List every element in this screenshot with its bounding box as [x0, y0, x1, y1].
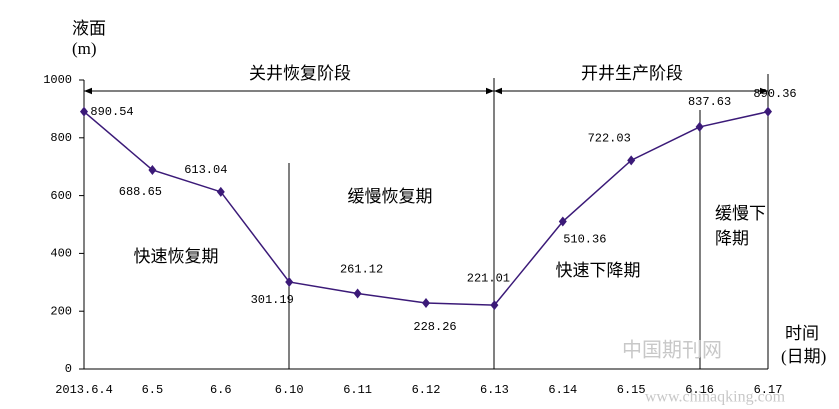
data-point: [490, 300, 499, 311]
data-label: 688.65: [119, 185, 162, 199]
data-point: [422, 298, 430, 309]
period-label: 降期: [715, 229, 749, 248]
data-point: [148, 164, 157, 175]
x-tick-label: 6.13: [480, 383, 509, 397]
data-label: 261.12: [340, 263, 383, 277]
stage-label: 开井生产阶段: [581, 64, 683, 83]
data-label: 301.19: [251, 293, 294, 307]
data-label: 510.36: [563, 233, 606, 247]
stage-label: 关井恢复阶段: [249, 64, 351, 83]
y-axis-label: 液面: [72, 19, 106, 38]
y-tick-label: 1000: [43, 73, 72, 87]
x-axis-label: 时间: [785, 324, 819, 343]
y-tick-label: 800: [50, 131, 72, 145]
x-tick-label: 6.11: [343, 383, 372, 397]
data-line: [83, 110, 769, 306]
data-label: 221.01: [467, 271, 510, 285]
y-axis-label: (m): [72, 39, 97, 58]
x-tick-label: 6.14: [548, 383, 577, 397]
x-tick-label: 6.16: [685, 383, 714, 397]
x-tick-label: 6.5: [142, 383, 164, 397]
x-tick-label: 6.6: [210, 383, 232, 397]
data-point: [216, 186, 225, 197]
y-tick-label: 400: [50, 247, 72, 261]
x-tick-label: 6.15: [617, 383, 646, 397]
data-label: 890.54: [90, 105, 133, 119]
x-tick-label: 6.12: [412, 383, 441, 397]
data-point: [695, 121, 704, 132]
data-point: [558, 216, 567, 227]
data-point: [353, 288, 362, 299]
data-point: [285, 276, 294, 287]
data-label: 837.63: [688, 95, 731, 109]
data-label: 722.03: [588, 132, 631, 146]
data-point: [80, 106, 88, 117]
x-tick-label: 2013.6.4: [55, 383, 113, 397]
x-axis-label: (日期): [781, 347, 826, 366]
data-point: [627, 155, 636, 166]
x-tick-label: 6.17: [754, 383, 783, 397]
y-tick-label: 600: [50, 189, 72, 203]
watermark: www.chinaqking.com: [645, 389, 786, 406]
period-label: 快速下降期: [556, 261, 641, 280]
watermark: 中国期刊网: [622, 339, 722, 362]
y-tick-label: 200: [50, 304, 72, 318]
y-tick-label: 0: [65, 362, 72, 376]
period-label: 缓慢下: [715, 203, 766, 223]
period-label: 快速恢复期: [134, 247, 219, 266]
x-tick-label: 6.10: [275, 383, 304, 397]
data-label: 613.04: [184, 163, 227, 177]
data-label: 890.36: [753, 87, 796, 101]
period-label: 缓慢恢复期: [348, 186, 433, 206]
data-label: 228.26: [413, 320, 456, 334]
data-point: [764, 106, 772, 117]
